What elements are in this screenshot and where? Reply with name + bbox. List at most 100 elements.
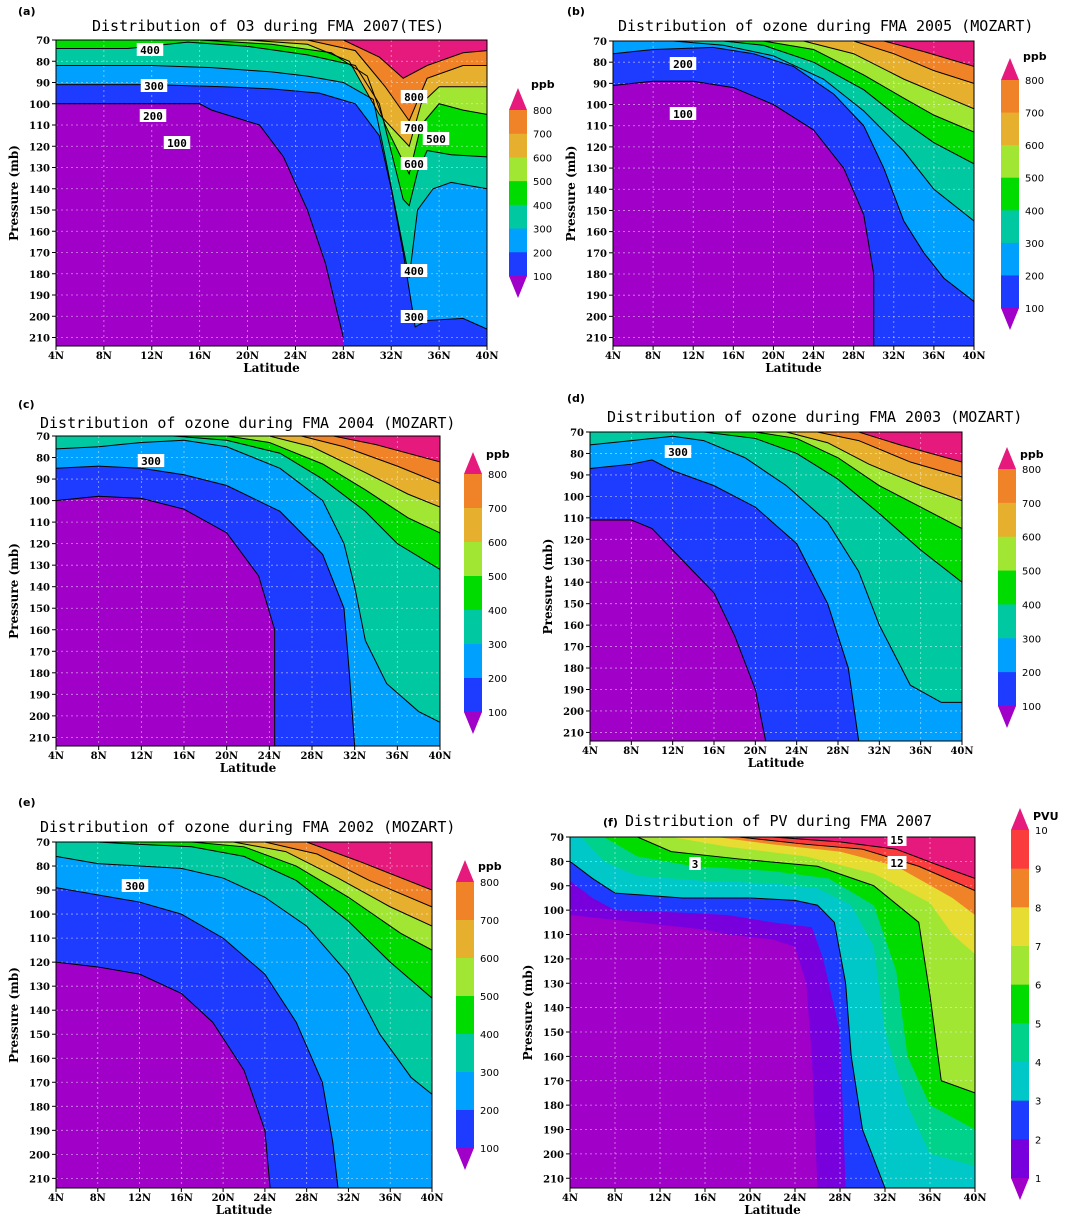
contour-label-bg xyxy=(422,132,450,145)
contour-label-bg xyxy=(400,121,428,134)
contour-label: 600 xyxy=(400,157,428,171)
contour-line-700 xyxy=(817,432,962,478)
y-tick-label: 200 xyxy=(29,1150,50,1161)
contour-label: 700 xyxy=(400,121,428,135)
x-tick-label: 36N xyxy=(428,351,451,362)
y-tick-label: 180 xyxy=(29,669,50,680)
y-axis-title: Pressure (mb) xyxy=(7,145,21,241)
x-tick-label: 16N xyxy=(170,1193,193,1204)
colorbar-level-label: 800 xyxy=(488,470,507,481)
colorbar-level-label: 400 xyxy=(488,606,507,617)
x-tick-label: 4N xyxy=(605,351,621,362)
x-tick-label: 32N xyxy=(868,746,891,757)
y-tick-label: 70 xyxy=(36,36,50,47)
x-tick-label: 4N xyxy=(48,751,64,762)
plot-frame xyxy=(569,836,976,1189)
colorbar-level-label: 200 xyxy=(1025,271,1044,282)
y-tick-label: 130 xyxy=(29,164,50,175)
colorbar-cell xyxy=(998,469,1016,504)
colorbar-level-label: 10 xyxy=(1035,826,1048,837)
y-tick-label: 120 xyxy=(563,535,584,546)
colorbar-cell xyxy=(464,678,482,713)
colorbar-cell xyxy=(1011,1139,1029,1179)
colorbar-cell xyxy=(1001,275,1019,309)
contour-label: 500 xyxy=(422,132,450,146)
colorbar-level-label: 200 xyxy=(1022,668,1041,679)
colorbar-top-arrow xyxy=(998,447,1016,469)
contour-line-400 xyxy=(723,41,974,165)
y-axis-title: Pressure (mb) xyxy=(521,965,535,1061)
x-tick-label: 40N xyxy=(420,1193,443,1204)
contour-label-text: 300 xyxy=(141,455,161,468)
x-tick-label: 28N xyxy=(300,751,323,762)
x-tick-label: 24N xyxy=(785,746,808,757)
contour-line-700 xyxy=(307,40,487,122)
grid xyxy=(56,40,487,346)
colorbar-cell xyxy=(464,542,482,577)
contour-label-bg xyxy=(137,454,165,467)
colorbar-cell xyxy=(509,157,527,182)
contour-line-10 xyxy=(772,837,975,879)
contour-line-700 xyxy=(853,41,974,84)
colorbar-cell xyxy=(998,672,1016,707)
panel-title: Distribution of ozone during FMA 2005 (M… xyxy=(618,17,1033,35)
colorbar-level-label: 300 xyxy=(533,225,552,236)
y-tick-label: 210 xyxy=(563,728,584,739)
contour-label-text: 200 xyxy=(673,58,693,71)
y-tick-label: 140 xyxy=(29,583,50,594)
contour-label-text: 300 xyxy=(668,446,688,459)
y-tick-label: 110 xyxy=(29,934,50,945)
x-tick-label: 16N xyxy=(693,1193,716,1204)
y-tick-label: 200 xyxy=(543,1150,564,1161)
colorbar-bottom-arrow xyxy=(456,1148,474,1170)
plot-area xyxy=(56,436,440,746)
y-tick-label: 170 xyxy=(29,249,50,260)
x-axis-title: Latitude xyxy=(744,1203,801,1217)
contour-line-100 xyxy=(590,519,767,741)
x-tick-label: 8N xyxy=(607,1193,623,1204)
colorbar-top-arrow xyxy=(509,88,527,110)
colorbar-unit: ppb xyxy=(1023,50,1047,63)
colorbar: 100 200 300 400 500 600 700 800 ppb xyxy=(456,860,502,1170)
grid xyxy=(590,432,962,741)
contour-line-600 xyxy=(269,436,440,508)
colorbar-level-label: 600 xyxy=(488,538,507,549)
colorbar-cell xyxy=(1011,984,1029,1024)
band-above-800 xyxy=(343,40,487,79)
y-tick-label: 150 xyxy=(586,206,607,217)
x-tick-label: 4N xyxy=(562,1193,578,1204)
colorbar-bottom-arrow xyxy=(998,706,1016,728)
contour-label-text: 300 xyxy=(404,311,424,324)
colorbar-level-label: 500 xyxy=(1022,567,1041,578)
colorbar-cell xyxy=(456,1034,474,1073)
x-tick-label: 32N xyxy=(380,351,403,362)
panel-title: Distribution of ozone during FMA 2003 (M… xyxy=(607,408,1022,426)
x-tick-label: 32N xyxy=(337,1193,360,1204)
contour-line-600 xyxy=(247,40,487,148)
y-tick-label: 110 xyxy=(563,514,584,525)
x-tick-label: 24N xyxy=(284,351,307,362)
y-axis-title: Pressure (mb) xyxy=(7,967,21,1063)
colorbar: 100 200 300 400 500 600 700 800 ppb xyxy=(998,447,1044,728)
x-axis-title: Latitude xyxy=(216,1203,273,1217)
y-axis-title: Pressure (mb) xyxy=(564,146,578,242)
colorbar-unit: ppb xyxy=(531,78,555,91)
y-tick-label: 140 xyxy=(29,1006,50,1017)
y-tick-label: 130 xyxy=(586,164,607,175)
colorbar-cell xyxy=(1001,145,1019,179)
y-tick-label: 70 xyxy=(570,428,584,439)
x-tick-label: 16N xyxy=(188,351,211,362)
colorbar-cell xyxy=(456,958,474,997)
x-tick-label: 40N xyxy=(963,1193,986,1204)
colorbar-cell xyxy=(1001,112,1019,146)
contour-line-400 xyxy=(56,41,487,207)
colorbar-level-label: 400 xyxy=(1022,600,1041,611)
contour-line-9 xyxy=(738,837,975,892)
contour-label-text: 300 xyxy=(125,880,145,893)
grid xyxy=(613,41,974,346)
colorbar-cell xyxy=(456,920,474,959)
y-tick-label: 180 xyxy=(543,1101,564,1112)
y-tick-label: 80 xyxy=(570,449,584,460)
y-tick-label: 210 xyxy=(29,1174,50,1185)
y-tick-label: 160 xyxy=(29,626,50,637)
